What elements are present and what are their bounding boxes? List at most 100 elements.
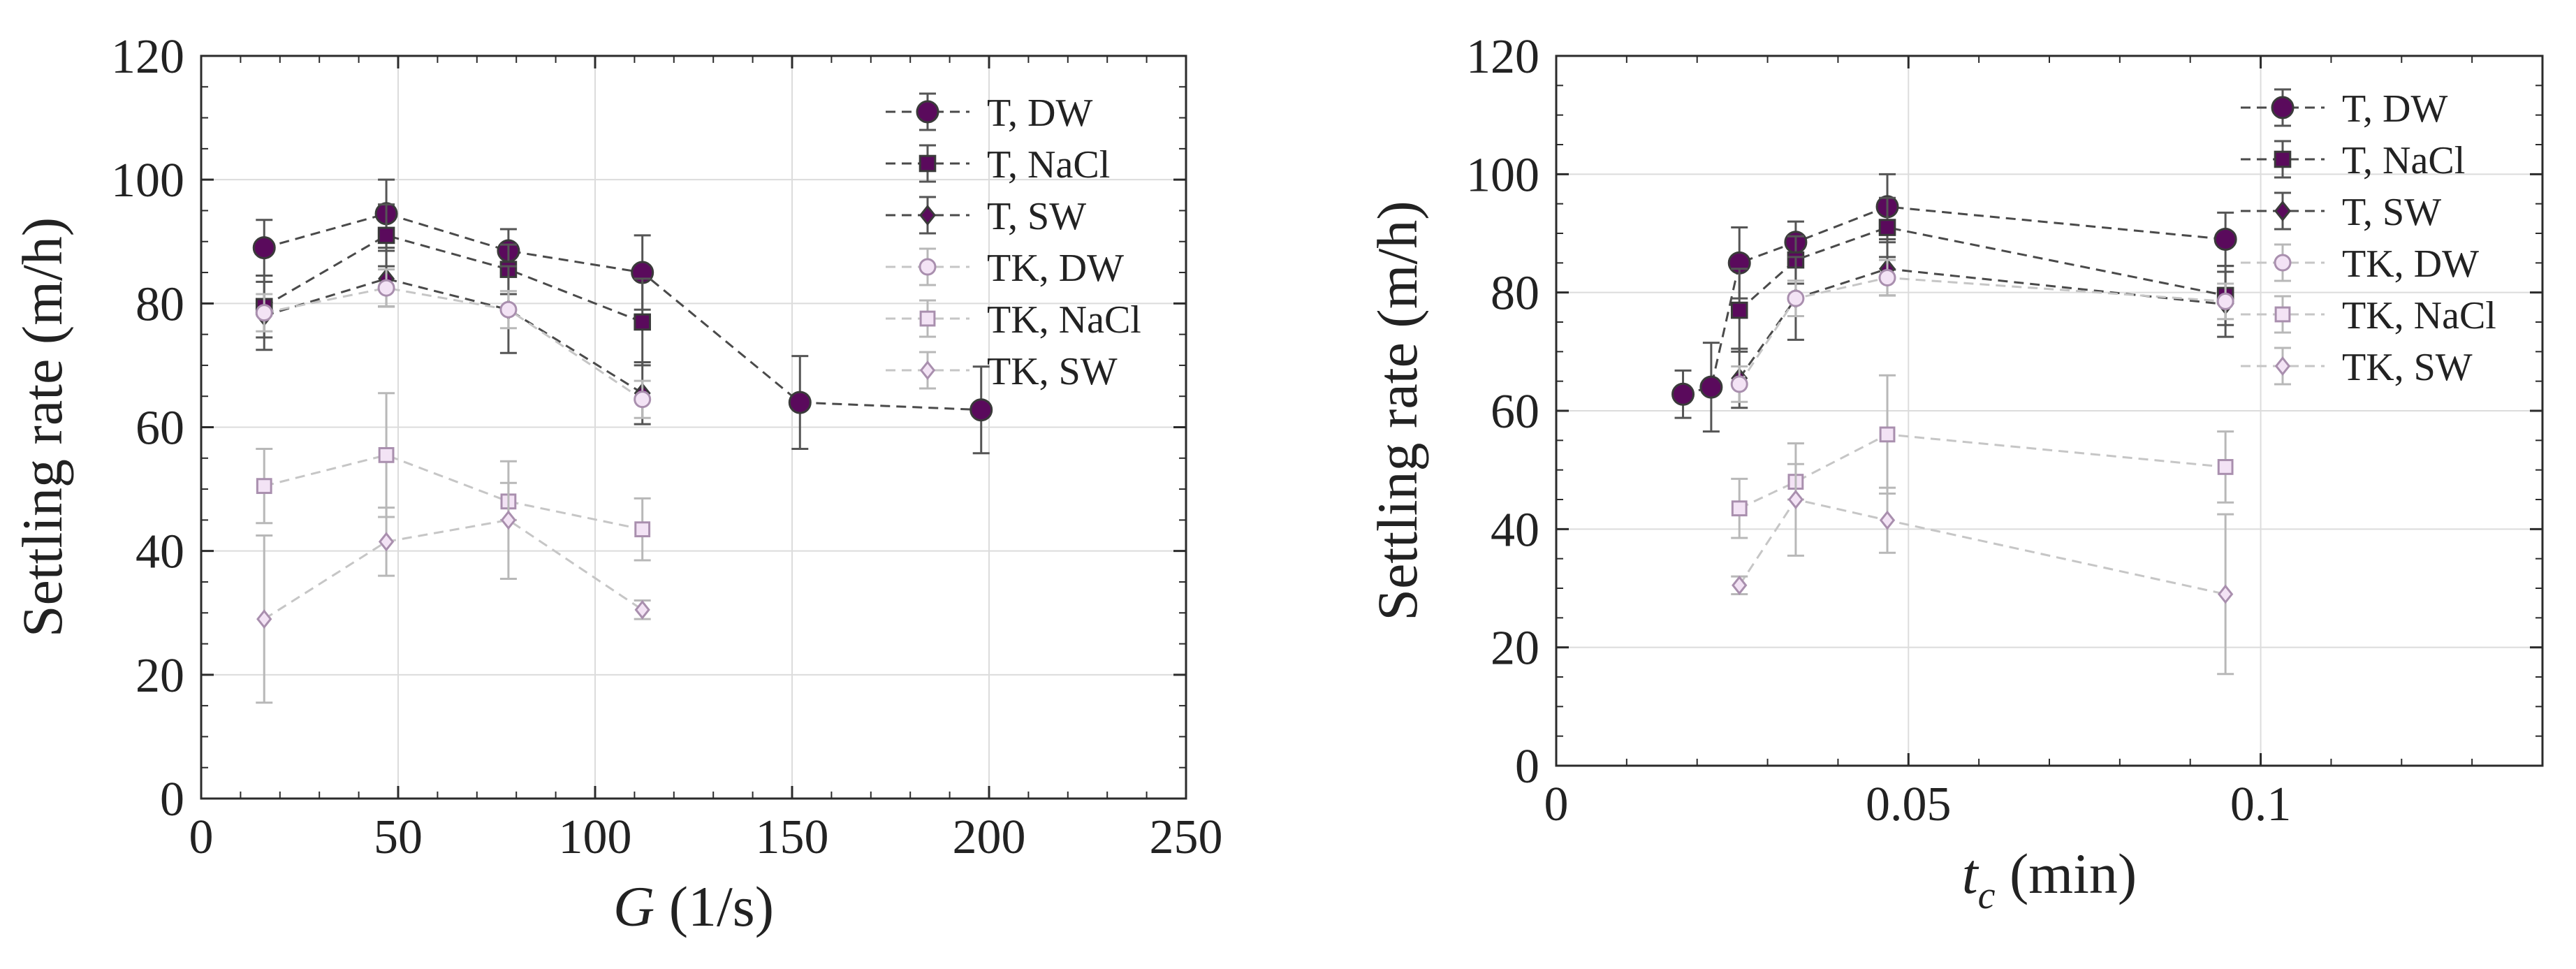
data-point xyxy=(2213,227,2237,251)
x-tick-label: 0 xyxy=(1544,778,1569,831)
legend-marker xyxy=(2274,254,2292,272)
legend-label: T, SW xyxy=(2342,191,2441,234)
legend-label: TK, SW xyxy=(987,350,1118,393)
legend-entry: TK, SW xyxy=(886,350,1118,393)
data-point xyxy=(634,521,651,538)
legend-entry: TK, SW xyxy=(2241,346,2473,389)
data-point xyxy=(1787,289,1805,307)
series-line xyxy=(263,234,643,323)
series-tk-dw xyxy=(255,268,652,419)
x-axis-label-unit: (1/s) xyxy=(654,875,774,938)
legend-entry: T, SW xyxy=(886,195,1086,238)
legend-entry: TK, NaCl xyxy=(2241,294,2496,337)
series-line xyxy=(1739,433,2226,510)
series-t-sw xyxy=(256,249,651,425)
y-tick-label: 20 xyxy=(1491,622,1539,676)
data-point xyxy=(1879,510,1896,530)
y-tick-label: 80 xyxy=(1491,267,1539,321)
data-point xyxy=(1730,301,1748,319)
legend-label: T, DW xyxy=(987,92,1092,135)
legend-label: TK, NaCl xyxy=(2342,294,2496,337)
data-point xyxy=(1731,500,1748,517)
legend-entry: T, DW xyxy=(2241,87,2447,131)
legend-label: T, NaCl xyxy=(2342,139,2465,182)
legend-marker xyxy=(2274,150,2292,168)
series-t-dw xyxy=(1671,173,2237,433)
data-point xyxy=(255,304,273,322)
series-t-sw xyxy=(1731,241,2234,409)
series-line xyxy=(1683,205,2226,395)
y-tick-label: 80 xyxy=(136,277,184,331)
legend-entry: T, SW xyxy=(2241,191,2441,234)
legend-entry: T, NaCl xyxy=(886,143,1110,187)
series-t-dw xyxy=(252,178,993,455)
data-point xyxy=(252,236,276,260)
series-line xyxy=(263,212,981,411)
data-point xyxy=(377,226,395,245)
data-point xyxy=(378,532,395,552)
legend-marker xyxy=(919,360,936,380)
series-line xyxy=(1739,268,2226,379)
legend-label: T, SW xyxy=(987,195,1086,238)
x-tick-label: 150 xyxy=(756,810,829,864)
legend-label: T, NaCl xyxy=(987,143,1110,187)
x-axis-label-symbol: t xyxy=(1962,842,1979,905)
data-point xyxy=(1878,219,1896,236)
x-axis-label: G (1/s) xyxy=(613,875,774,938)
data-point xyxy=(500,510,517,530)
data-point xyxy=(634,313,651,331)
legend-marker xyxy=(2274,306,2291,323)
series-line xyxy=(263,286,643,400)
data-point xyxy=(1878,269,1896,286)
legend-entry: TK, DW xyxy=(886,247,1124,290)
series-line xyxy=(263,518,643,620)
data-point xyxy=(499,300,518,319)
series-line xyxy=(1738,498,2226,595)
series-tk-nacl xyxy=(1731,374,2234,539)
data-point xyxy=(1879,426,1896,443)
series-t-nacl xyxy=(255,203,651,367)
legend-entry: TK, DW xyxy=(2241,242,2479,286)
legend-marker xyxy=(919,154,937,173)
data-point xyxy=(634,599,650,620)
x-axis-label-unit: (min) xyxy=(1995,842,2137,905)
data-point xyxy=(2217,459,2234,475)
x-tick-label: 250 xyxy=(1150,810,1223,864)
y-tick-label: 60 xyxy=(1491,385,1539,439)
data-point xyxy=(634,391,652,409)
x-axis-label-subscript: c xyxy=(1978,874,1996,917)
x-tick-label: 50 xyxy=(374,810,423,864)
series-line xyxy=(1738,276,2226,385)
x-axis-label: tc (min) xyxy=(1962,842,2137,917)
data-point xyxy=(2216,292,2234,310)
data-point xyxy=(1699,375,1723,399)
data-point xyxy=(377,279,395,297)
legend-marker xyxy=(919,204,937,226)
legend-marker xyxy=(916,100,939,124)
series-tk-sw xyxy=(256,460,651,704)
y-tick-label: 0 xyxy=(1515,740,1539,794)
x-tick-label: 0 xyxy=(189,810,214,864)
data-point xyxy=(1730,375,1748,393)
y-tick-label: 100 xyxy=(1466,148,1539,202)
x-tick-label: 0.05 xyxy=(1866,778,1952,831)
series-line xyxy=(263,453,643,531)
legend-marker xyxy=(2271,96,2295,119)
data-point xyxy=(256,478,272,495)
series-line xyxy=(263,277,643,395)
legend-marker xyxy=(919,258,937,276)
legend-label: T, DW xyxy=(2342,87,2447,131)
y-tick-label: 0 xyxy=(160,773,184,826)
x-tick-label: 200 xyxy=(953,810,1026,864)
chart-panel-2: 0 0.05 0.1 0 20 40 60 80 100 120 tc (min) Settling … xyxy=(1366,30,2544,917)
y-tick-label: 120 xyxy=(111,30,184,84)
series-line xyxy=(1739,226,2226,312)
data-point xyxy=(378,446,395,463)
legend-label: TK, DW xyxy=(987,247,1124,290)
data-point xyxy=(1787,490,1804,509)
legend-entry: TK, NaCl xyxy=(886,298,1141,342)
data-point xyxy=(2217,584,2234,604)
legend-marker xyxy=(2274,356,2291,376)
series-tk-sw xyxy=(1731,442,2234,676)
